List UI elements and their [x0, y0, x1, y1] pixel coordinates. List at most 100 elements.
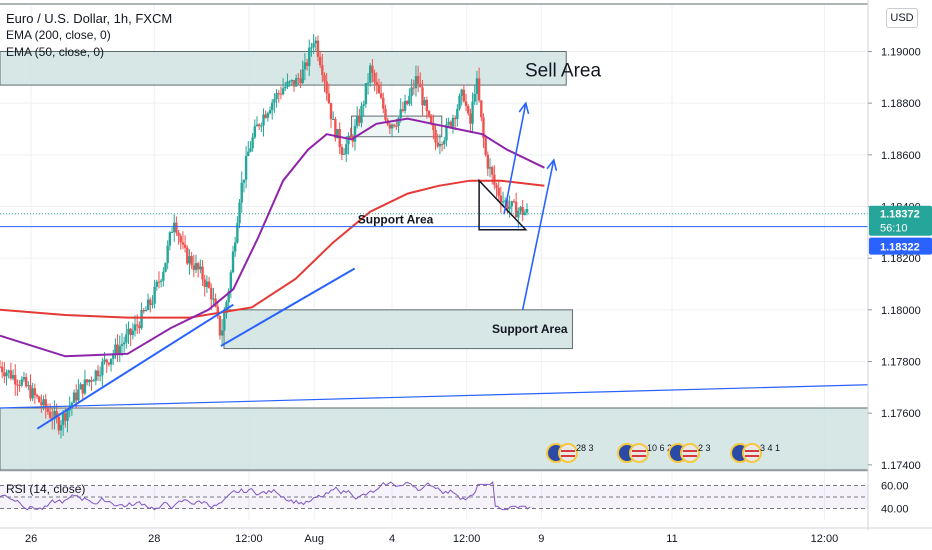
candle-countdown: 56:10 [880, 223, 908, 235]
candle-body-69 [149, 299, 152, 305]
candle-body-215 [467, 106, 470, 114]
candle-body-80 [173, 222, 176, 232]
candle-body-171 [371, 65, 374, 74]
trendline-0 [36, 303, 234, 430]
candle-body-98 [212, 298, 215, 300]
candle-body-230 [499, 195, 503, 203]
candle-body-201 [436, 142, 439, 147]
candle-body-167 [362, 104, 365, 106]
candle-body-164 [355, 116, 359, 126]
candle-body-60 [129, 328, 132, 335]
candle-body-200 [434, 129, 437, 143]
candle-body-21 [44, 399, 47, 409]
flag-us-0 [558, 443, 578, 463]
candle-body-229 [497, 187, 500, 196]
time-tick-label-8: 12:00 [811, 533, 839, 545]
candle-body-163 [353, 125, 357, 142]
candle-body-210 [456, 108, 459, 120]
candle-body-147 [318, 56, 322, 66]
candle-body-15 [31, 388, 34, 399]
currency-button[interactable]: USD [886, 8, 918, 28]
candle-body-118 [255, 124, 259, 127]
candle-body-170 [369, 65, 372, 83]
candle-body-40 [85, 379, 89, 383]
current-price-tag [869, 205, 932, 236]
flag-us-2 [680, 443, 700, 463]
candle-body-12 [24, 377, 28, 387]
candle-body-232 [504, 200, 507, 202]
candle-body-196 [425, 99, 429, 111]
candle-body-131 [284, 86, 287, 89]
candle-body-169 [366, 82, 370, 84]
candle-body-90 [194, 263, 198, 270]
candle-body-158 [342, 153, 346, 155]
candle-body-179 [388, 124, 392, 129]
candle-body-135 [292, 80, 296, 87]
candle-body-157 [340, 147, 344, 155]
candle-body-174 [377, 85, 381, 94]
candle-body-146 [316, 40, 320, 57]
candle-body-231 [501, 201, 505, 203]
candle-body-132 [286, 81, 289, 87]
candle-body-72 [155, 281, 158, 287]
candle-body-203 [440, 143, 444, 145]
legend-symbol[interactable]: Euro / U.S. Dollar, 1h, FXCM [6, 11, 173, 26]
arrow-head-0 [518, 101, 530, 115]
time-tick-label-6: 9 [538, 533, 544, 545]
candle-body-225 [488, 167, 492, 169]
event-badge-label-2: 2 3 [698, 443, 711, 453]
arrow-shaft-0 [503, 103, 527, 215]
candle-body-91 [196, 263, 200, 270]
candle-body-128 [277, 93, 280, 95]
candle-body-107 [231, 251, 235, 273]
rsi-label[interactable]: RSI (14, close) [6, 482, 86, 496]
candle-body-217 [471, 101, 474, 124]
candle-body-13 [27, 385, 30, 387]
candle-body-136 [294, 78, 298, 87]
candle-body-213 [462, 89, 466, 102]
candle-body-3 [5, 372, 8, 377]
candle-body-26 [55, 411, 58, 417]
rsi-line [0, 481, 531, 511]
candle-body-114 [247, 151, 250, 156]
candle-body-57 [122, 342, 126, 345]
candle-body-93 [201, 266, 204, 280]
candle-body-55 [118, 346, 121, 355]
candle-body-152 [329, 103, 333, 120]
candle-body-159 [345, 144, 348, 154]
candle-body-139 [301, 69, 304, 84]
price-tick-label-4: 1.18200 [881, 253, 921, 265]
candle-body-122 [264, 114, 267, 118]
candle-body-46 [98, 375, 102, 377]
candle-body-39 [83, 379, 87, 394]
candle-body-238 [517, 210, 520, 218]
candle-body-56 [120, 344, 124, 347]
candle-body-137 [297, 78, 300, 80]
candle-body-218 [473, 93, 476, 102]
price-tick-label-6: 1.17800 [881, 357, 921, 369]
candle-body-6 [11, 375, 15, 379]
candle-body-235 [510, 201, 513, 207]
event-badge-label-3: 3 4 1 [760, 443, 780, 453]
candle-body-105 [227, 291, 230, 303]
candle-body-28 [59, 424, 63, 431]
candle-body-198 [430, 115, 433, 125]
time-tick-label-5: 12:00 [453, 533, 481, 545]
legend-ema50[interactable]: EMA (50, close, 0) [6, 45, 105, 59]
candle-body-194 [421, 87, 424, 106]
support-area-upper-label: Support Area [358, 213, 434, 227]
trendline-2 [0, 384, 869, 409]
legend-ema200[interactable]: EMA (200, close, 0) [6, 28, 111, 42]
candle-body-121 [262, 114, 265, 126]
candle-body-148 [321, 65, 324, 76]
candle-body-103 [223, 313, 226, 331]
candle-body-133 [288, 81, 291, 83]
candle-body-53 [114, 344, 117, 355]
candle-body-14 [29, 385, 32, 399]
candle-body-102 [220, 330, 224, 336]
candle-body-117 [253, 126, 256, 138]
candle-body-43 [92, 380, 95, 382]
candle-body-62 [133, 324, 137, 331]
candle-body-74 [159, 280, 163, 282]
